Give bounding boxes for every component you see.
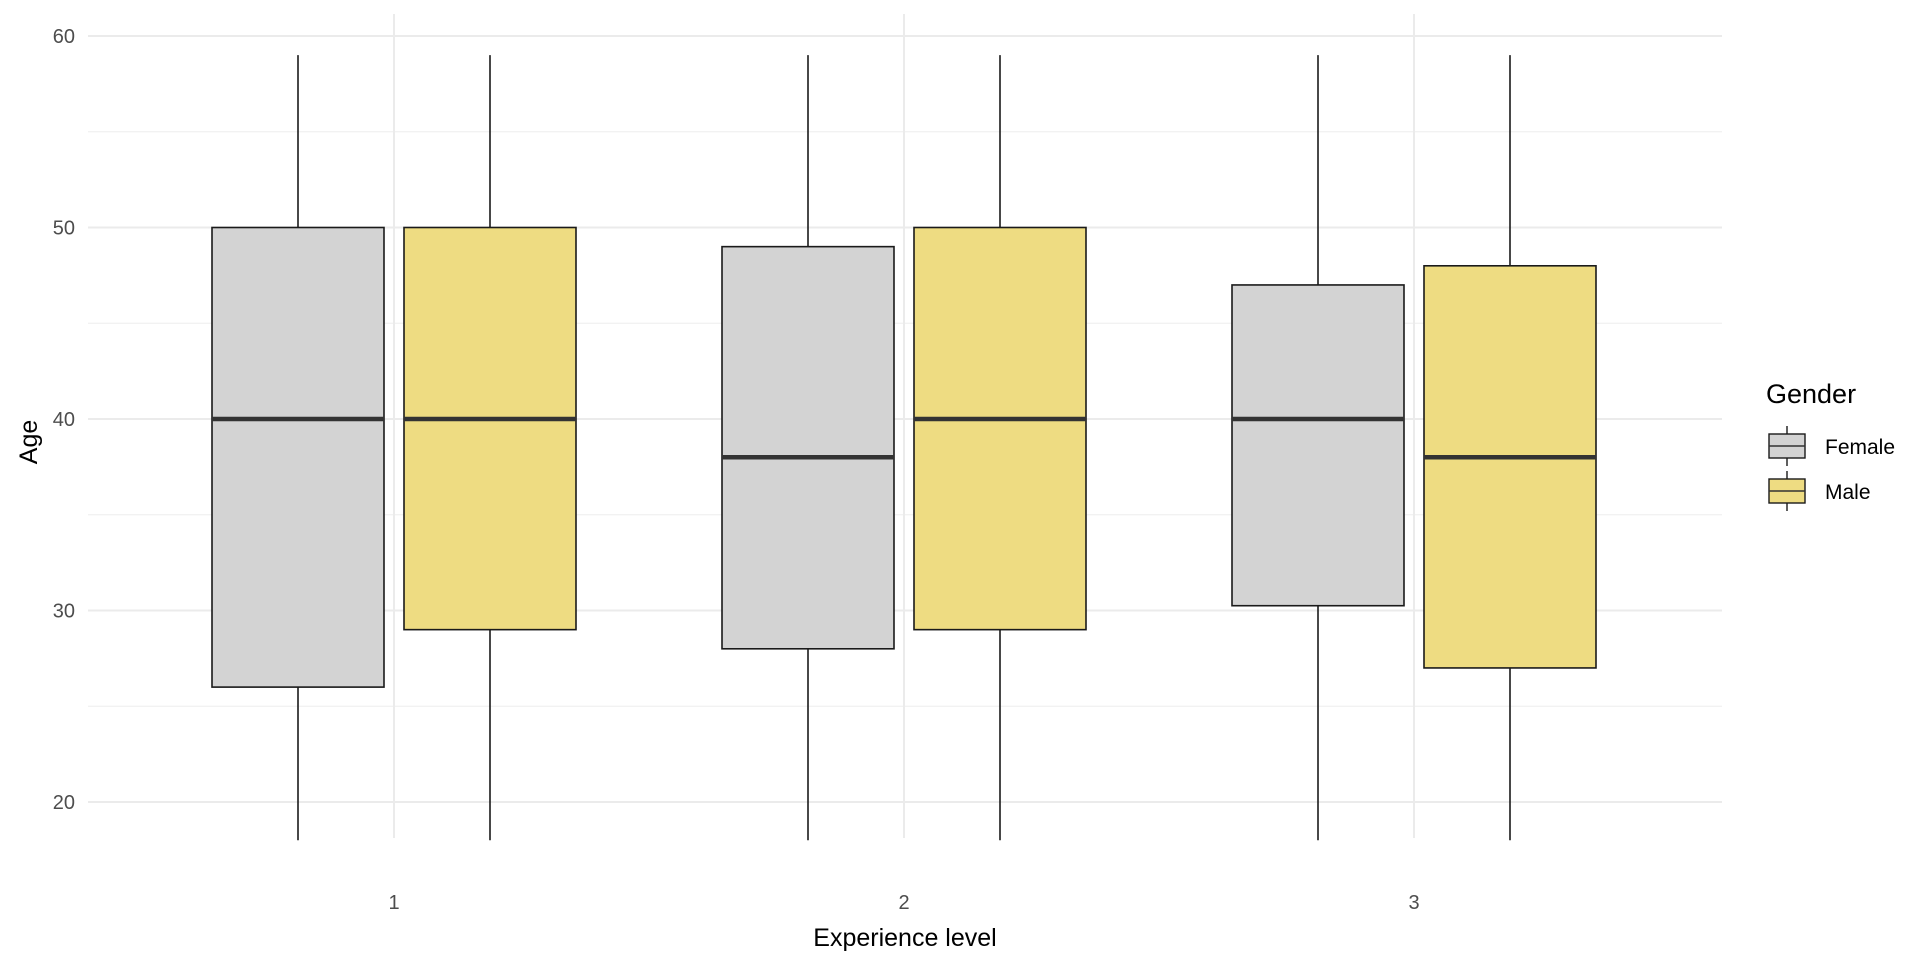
legend-item-male: Male bbox=[1768, 471, 1871, 511]
box-iqr bbox=[1231, 284, 1405, 607]
legend: Gender Female Male bbox=[1766, 379, 1895, 511]
box-male-1 bbox=[403, 55, 577, 841]
y-axis-title: Age bbox=[15, 420, 43, 464]
box-iqr bbox=[403, 226, 577, 631]
box-iqr bbox=[721, 245, 895, 650]
x-tick-label: 2 bbox=[898, 892, 909, 914]
legend-label: Male bbox=[1825, 481, 1871, 504]
box-female-1 bbox=[211, 55, 385, 841]
box-iqr bbox=[913, 226, 1087, 631]
y-axis-ticks: 20 30 40 50 60 bbox=[53, 26, 75, 814]
box-female-3 bbox=[1231, 55, 1405, 841]
legend-title: Gender bbox=[1766, 379, 1856, 409]
box-male-2 bbox=[913, 55, 1087, 841]
legend-label: Female bbox=[1825, 436, 1895, 459]
y-tick-label: 40 bbox=[53, 409, 75, 431]
y-tick-label: 20 bbox=[53, 792, 75, 814]
x-axis-title: Experience level bbox=[813, 924, 996, 952]
x-tick-label: 3 bbox=[1408, 892, 1419, 914]
box-iqr bbox=[1423, 264, 1597, 669]
box-male-3 bbox=[1423, 55, 1597, 841]
x-axis-ticks: 1 2 3 bbox=[388, 892, 1419, 914]
box-iqr bbox=[211, 226, 385, 688]
box-marks bbox=[211, 55, 1597, 841]
legend-items: Female Male bbox=[1768, 426, 1895, 511]
y-tick-label: 30 bbox=[53, 601, 75, 623]
box-female-2 bbox=[721, 55, 895, 841]
y-tick-label: 50 bbox=[53, 218, 75, 240]
x-tick-label: 1 bbox=[388, 892, 399, 914]
y-tick-label: 60 bbox=[53, 26, 75, 48]
legend-item-female: Female bbox=[1768, 426, 1895, 466]
